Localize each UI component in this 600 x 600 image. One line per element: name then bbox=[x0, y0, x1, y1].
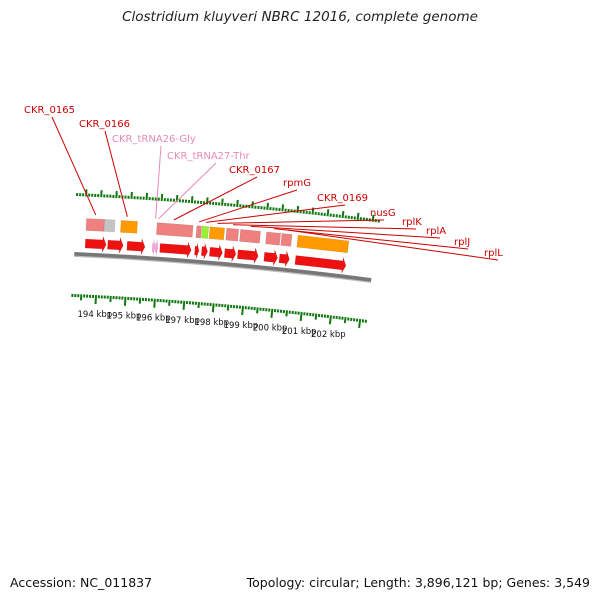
orange-feature[interactable] bbox=[296, 234, 350, 254]
gene-label-ckr-0167[interactable]: CKR_0167 bbox=[229, 165, 280, 176]
gene-feature[interactable] bbox=[156, 222, 194, 238]
gene-label-ckr-0165[interactable]: CKR_0165 bbox=[24, 105, 75, 116]
genome-backbone bbox=[74, 251, 372, 283]
scale-label: 198 kbp bbox=[194, 318, 229, 328]
cds-feature[interactable] bbox=[84, 236, 107, 253]
page-title: Clostridium kluyveri NBRC 12016, complet… bbox=[122, 9, 478, 25]
inner-tick-mark bbox=[211, 303, 215, 313]
inner-tick-mark bbox=[256, 307, 259, 314]
inner-tick-mark bbox=[285, 310, 288, 317]
inner-tick-mark bbox=[182, 300, 186, 310]
leader-line bbox=[250, 225, 441, 239]
scale-label: 197 kbp bbox=[165, 316, 200, 326]
gene-feature[interactable] bbox=[195, 225, 202, 239]
outer-tick-mark bbox=[341, 210, 345, 219]
cds-feature[interactable] bbox=[159, 241, 192, 259]
cds-feature[interactable] bbox=[208, 244, 223, 261]
cds-feature[interactable] bbox=[200, 243, 208, 260]
outer-tick-mark bbox=[296, 205, 300, 214]
orange-feature[interactable] bbox=[120, 220, 138, 234]
inner-tick-mark bbox=[328, 315, 332, 325]
gene-feature[interactable] bbox=[225, 227, 240, 242]
inner-tick-mark bbox=[270, 308, 274, 318]
cds-feature[interactable] bbox=[107, 237, 124, 254]
feature-labels: CKR_0165 CKR_0166 CKR_tRNA26-Gly CKR_tRNA27… bbox=[24, 105, 503, 259]
cds-feature[interactable] bbox=[194, 242, 200, 259]
scale-label: 196 kbp bbox=[136, 314, 171, 324]
trna-feature[interactable] bbox=[154, 239, 159, 256]
cds-feature[interactable] bbox=[236, 247, 259, 264]
gene-label-ckr-0169[interactable]: CKR_0169 bbox=[317, 193, 368, 204]
label-leaders bbox=[51, 116, 499, 261]
leader-line bbox=[217, 219, 385, 224]
outer-tick-mark bbox=[356, 212, 360, 221]
scale-label: 201 kbp bbox=[282, 327, 317, 337]
leader-line bbox=[273, 228, 469, 250]
leader-line bbox=[287, 229, 499, 261]
gene-feature[interactable] bbox=[239, 229, 261, 244]
leader-line bbox=[233, 224, 417, 230]
accession-text: Accession: NC_011837 bbox=[10, 575, 153, 590]
gene-feature[interactable] bbox=[265, 231, 282, 246]
cds-feature[interactable] bbox=[263, 249, 278, 266]
inner-tick-mark bbox=[299, 311, 303, 322]
inner-tick-mark bbox=[153, 298, 156, 308]
inner-tick-mark bbox=[343, 317, 347, 324]
backbone-shadow bbox=[74, 255, 371, 283]
gene-label-rpla[interactable]: rplA bbox=[426, 226, 446, 237]
cds-feature[interactable] bbox=[294, 255, 347, 274]
outer-tick-mark bbox=[266, 202, 269, 210]
gene-label-rplj[interactable]: rplJ bbox=[454, 237, 470, 248]
outer-tick-mark bbox=[326, 209, 330, 217]
cds-feature[interactable] bbox=[223, 245, 237, 262]
leader-line bbox=[155, 145, 162, 219]
scale-ticks bbox=[71, 189, 381, 329]
outer-tick-mark bbox=[236, 199, 239, 208]
inner-tick-mark bbox=[358, 318, 362, 329]
genome-summary: Topology: circular; Length: 3,896,121 bp… bbox=[246, 575, 590, 590]
feature-track bbox=[84, 218, 350, 274]
gene-label-ckr-trna27-thr[interactable]: CKR_tRNA27-Thr bbox=[167, 151, 251, 162]
backbone-line bbox=[74, 251, 372, 283]
inner-tick-mark bbox=[314, 313, 318, 320]
gene-label-ckr-trna26-gly[interactable]: CKR_tRNA26-Gly bbox=[112, 134, 196, 145]
scale-label: 194 kbp bbox=[78, 310, 113, 320]
scale-label: 195 kbp bbox=[107, 312, 142, 322]
gene-label-rpmg[interactable]: rpmG bbox=[283, 178, 311, 189]
outer-tick-mark bbox=[190, 196, 194, 204]
gene-feature[interactable] bbox=[85, 218, 105, 232]
gene-label-nusg[interactable]: nusG bbox=[370, 208, 396, 219]
cds-feature[interactable] bbox=[126, 238, 146, 255]
leader-line bbox=[158, 162, 217, 220]
outer-tick-mark bbox=[221, 198, 224, 206]
inner-tick-mark bbox=[226, 304, 230, 311]
green-feature[interactable] bbox=[200, 225, 210, 239]
leader-line bbox=[51, 116, 97, 216]
leader-line bbox=[173, 176, 258, 221]
scale-label: 202 kbp bbox=[311, 330, 346, 340]
scale-label: 200 kbp bbox=[253, 324, 288, 334]
outer-tick-mark bbox=[281, 204, 285, 212]
scale-label: 199 kbp bbox=[224, 321, 259, 331]
leader-line bbox=[206, 204, 346, 223]
gene-feature[interactable] bbox=[280, 233, 293, 247]
gene-label-rplk[interactable]: rplK bbox=[402, 217, 422, 228]
leader-line bbox=[104, 130, 128, 217]
trna-feature[interactable] bbox=[151, 239, 156, 256]
orange-feature[interactable] bbox=[208, 226, 226, 241]
inner-tick-mark bbox=[241, 305, 245, 316]
gene-label-ckr-0166[interactable]: CKR_0166 bbox=[79, 119, 130, 130]
gene-label-rpll[interactable]: rplL bbox=[484, 248, 503, 259]
pseudo-feature[interactable] bbox=[103, 219, 116, 233]
cds-feature[interactable] bbox=[278, 250, 290, 268]
leader-line bbox=[199, 189, 298, 223]
inner-tick-mark bbox=[123, 296, 127, 306]
